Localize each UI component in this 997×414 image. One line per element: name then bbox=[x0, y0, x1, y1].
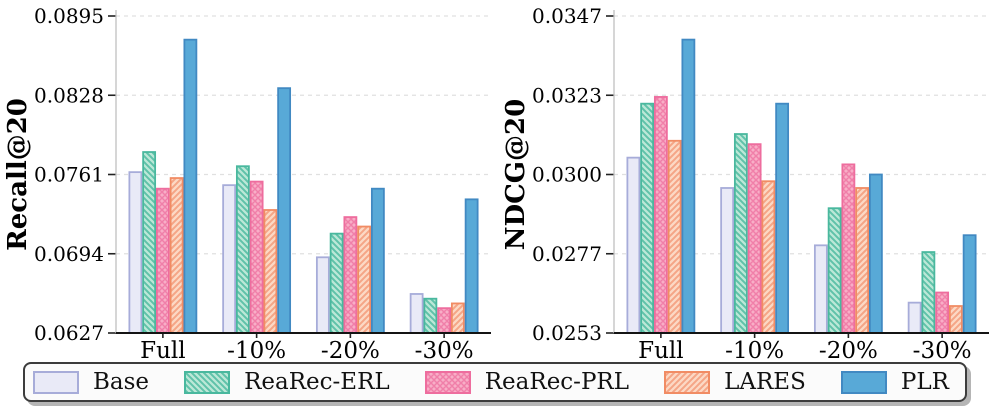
bar-erl--10% bbox=[235, 165, 250, 334]
bar-prl--20% bbox=[343, 216, 358, 334]
bar-base--30% bbox=[409, 293, 424, 334]
legend-item-lares: LARES bbox=[664, 368, 806, 395]
y-tick-label: 0.0347 bbox=[532, 4, 602, 28]
x-tick-label: -30% bbox=[913, 338, 972, 362]
bar-erl--20% bbox=[827, 207, 842, 334]
x-tick-label: Full bbox=[140, 338, 185, 362]
bar-base--10% bbox=[222, 184, 237, 334]
bar-lares--20% bbox=[357, 225, 372, 334]
legend-item-prl: ReaRec-PRL bbox=[424, 368, 630, 395]
legend-label-erl: ReaRec-ERL bbox=[244, 368, 390, 395]
x-tick-label: Full bbox=[638, 338, 683, 362]
ndcg-chart: 0.0253 0.0277 0.0300 0.0323 0.0347 Full -10% -2… bbox=[498, 0, 996, 362]
y-tick-label: 0.0694 bbox=[34, 242, 104, 266]
bar-lares-Full bbox=[667, 139, 682, 334]
bar-erl--10% bbox=[733, 133, 748, 334]
bar-lares--30% bbox=[948, 305, 963, 334]
legend-swatch-rect-erl bbox=[184, 370, 231, 394]
legend-swatch-prl bbox=[424, 370, 471, 394]
bar-base--30% bbox=[907, 301, 922, 334]
bar-plr--10% bbox=[775, 102, 790, 334]
y-axis-title: NDCG@20 bbox=[501, 99, 531, 250]
y-tick-label: 0.0761 bbox=[34, 163, 104, 187]
y-axis-title: Recall@20 bbox=[3, 98, 33, 251]
x-tick-label: -30% bbox=[415, 338, 474, 362]
legend-swatch-lares bbox=[664, 370, 711, 394]
y-tick-label: 0.0300 bbox=[532, 163, 602, 187]
legend: Base ReaRec-ERL ReaRec-PRL LARES PLR bbox=[23, 362, 967, 402]
x-tick-label: -20% bbox=[321, 338, 380, 362]
chart-svg-0: 0.0627 0.0694 0.0761 0.0828 0.0895 Full -10% -2… bbox=[3, 4, 491, 362]
legend-swatch-rect-lares bbox=[664, 370, 711, 394]
legend-swatch-erl bbox=[184, 370, 231, 394]
y-tick-label: 0.0828 bbox=[34, 83, 104, 107]
bar-plr--30% bbox=[464, 198, 479, 334]
legend-item-base: Base bbox=[33, 368, 150, 395]
bar-prl-Full bbox=[653, 96, 668, 334]
bar-base--20% bbox=[813, 244, 828, 334]
bar-base-Full bbox=[128, 171, 143, 334]
bar-prl--20% bbox=[841, 163, 856, 334]
bar-erl--30% bbox=[921, 251, 936, 334]
y-tick-label: 0.0253 bbox=[532, 321, 602, 345]
recall-chart: 0.0627 0.0694 0.0761 0.0828 0.0895 Full -10% -2… bbox=[0, 0, 498, 362]
bar-prl--10% bbox=[249, 180, 264, 334]
chart-svg-1: 0.0253 0.0277 0.0300 0.0323 0.0347 Full -10% -2… bbox=[501, 4, 989, 362]
y-tick-label: 0.0627 bbox=[34, 321, 104, 345]
legend-swatch-rect-plr bbox=[840, 370, 887, 394]
bar-prl--30% bbox=[437, 307, 452, 334]
y-tick-label: 0.0277 bbox=[532, 242, 602, 266]
legend-swatch-base bbox=[33, 370, 79, 394]
bar-lares--30% bbox=[450, 302, 465, 334]
legend-swatch-rect-base bbox=[33, 370, 79, 394]
legend-item-erl: ReaRec-ERL bbox=[184, 368, 390, 395]
bar-plr--20% bbox=[370, 187, 385, 334]
bar-lares--20% bbox=[855, 187, 870, 334]
bar-plr--20% bbox=[868, 173, 883, 334]
bar-lares--10% bbox=[263, 209, 278, 334]
bar-base--20% bbox=[315, 256, 330, 334]
bar-plr--10% bbox=[277, 87, 292, 334]
bar-erl--30% bbox=[423, 297, 438, 334]
charts-row: 0.0627 0.0694 0.0761 0.0828 0.0895 Full -10% -2… bbox=[0, 0, 996, 362]
x-tick-label: -10% bbox=[227, 338, 286, 362]
legend-label-plr: PLR bbox=[900, 368, 949, 395]
bar-plr-Full bbox=[681, 38, 696, 334]
y-tick-label: 0.0323 bbox=[532, 83, 602, 107]
bar-lares--10% bbox=[761, 180, 776, 334]
x-tick-label: -10% bbox=[725, 338, 784, 362]
bar-prl-Full bbox=[155, 187, 170, 334]
bar-prl--30% bbox=[935, 291, 950, 334]
bar-plr--30% bbox=[962, 234, 977, 334]
legend-swatch-rect-prl bbox=[424, 370, 471, 394]
y-tick-label: 0.0895 bbox=[34, 4, 104, 28]
bar-erl--20% bbox=[329, 232, 344, 334]
bar-plr-Full bbox=[183, 38, 198, 334]
bar-lares-Full bbox=[169, 177, 184, 334]
legend-label-prl: ReaRec-PRL bbox=[484, 368, 630, 395]
bar-erl-Full bbox=[142, 151, 157, 334]
bar-erl-Full bbox=[640, 102, 655, 334]
x-tick-label: -20% bbox=[819, 338, 878, 362]
bar-base-Full bbox=[626, 156, 641, 334]
legend-item-plr: PLR bbox=[840, 368, 949, 395]
bar-base--10% bbox=[720, 187, 735, 334]
legend-label-lares: LARES bbox=[724, 368, 806, 395]
legend-swatch-plr bbox=[840, 370, 887, 394]
legend-label-base: Base bbox=[93, 368, 150, 395]
bar-prl--10% bbox=[747, 143, 762, 334]
